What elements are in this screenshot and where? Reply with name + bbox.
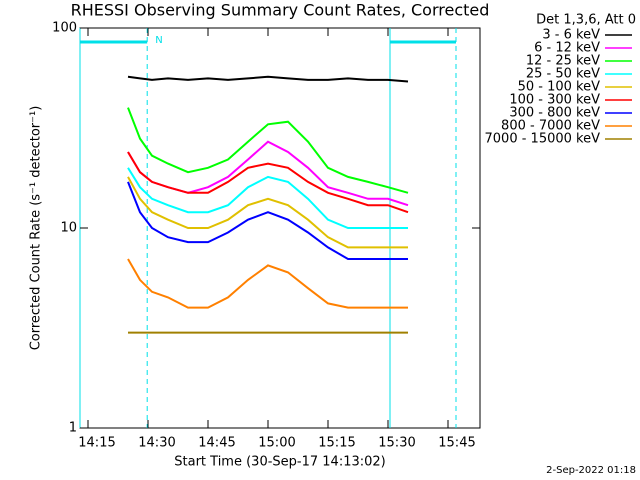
plot-frame (79, 27, 481, 429)
footer: 2-Sep-2022 01:18 (546, 465, 636, 476)
legend-title: Det 1,3,6, Att 0 (536, 13, 636, 28)
x-tick-label: 14:30 (138, 436, 175, 451)
legend-label: 7000 - 15000 keV (485, 132, 601, 147)
legend-label: 100 - 300 keV (509, 93, 600, 108)
night-label: N (155, 35, 162, 46)
series-line (127, 167, 408, 229)
series-line (127, 181, 408, 260)
y-axis-label: Corrected Count Rate (s⁻¹ detector⁻¹) (29, 106, 44, 351)
legend-label: 25 - 50 keV (526, 67, 600, 82)
x-tick-label: 15:15 (318, 436, 355, 451)
series-line (127, 75, 409, 83)
x-tick-label: 15:00 (258, 436, 295, 451)
x-axis-label: Start Time (30-Sep-17 14:13:02) (174, 455, 385, 470)
x-tick-label: 15:45 (438, 436, 475, 451)
legend-label: 6 - 12 keV (534, 41, 600, 56)
x-tick-label: 14:15 (78, 436, 115, 451)
x-tick-label: 15:30 (378, 436, 415, 451)
legend-label: 800 - 7000 keV (501, 119, 600, 134)
x-tick-label: 14:45 (198, 436, 235, 451)
series-line (127, 176, 408, 249)
legend-label: 300 - 800 keV (509, 106, 600, 121)
series-line (127, 140, 409, 207)
series-line (127, 258, 408, 309)
legend-label: 12 - 25 keV (526, 54, 600, 69)
legend-label: 3 - 6 keV (542, 28, 600, 43)
series-line (127, 107, 409, 194)
y-tick-label: 10 (60, 221, 77, 236)
chart-title: RHESSI Observing Summary Count Rates, Co… (71, 1, 490, 20)
series-line (127, 151, 409, 214)
legend-label: 50 - 100 keV (518, 80, 601, 95)
y-tick-label: 1 (69, 421, 77, 436)
y-tick-label: 100 (52, 21, 77, 36)
